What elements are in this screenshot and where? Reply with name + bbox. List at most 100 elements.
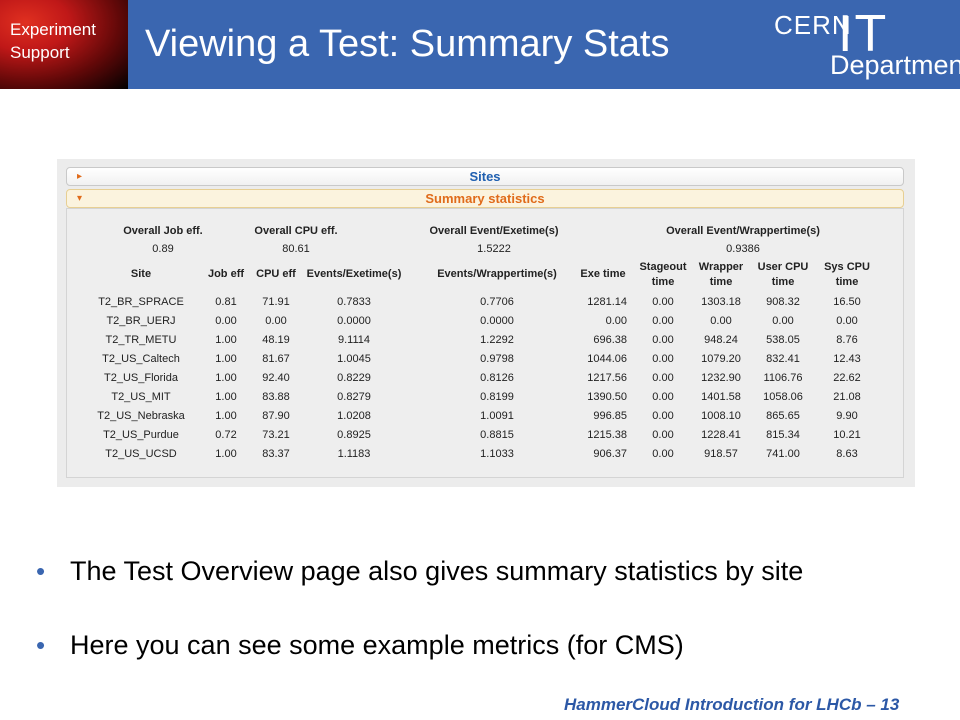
table-cell: 48.19 xyxy=(262,334,290,346)
bullet-marker: • xyxy=(36,630,46,660)
table-cell: 8.63 xyxy=(836,448,858,460)
site-name-cell: T2_TR_METU xyxy=(105,334,177,346)
table-cell: 0.00 xyxy=(652,448,674,460)
experiment-support-badge: Experiment Support xyxy=(0,0,128,89)
table-cell: 1.1183 xyxy=(337,448,371,460)
accordion-sites-label: Sites xyxy=(469,169,501,184)
table-cell: 71.91 xyxy=(262,296,290,308)
table-cell: 83.37 xyxy=(262,448,290,460)
table-cell: 1.00 xyxy=(215,391,237,403)
table-cell: 0.00 xyxy=(215,315,237,327)
table-cell: 0.00 xyxy=(652,296,674,308)
table-column-header: time xyxy=(709,276,733,288)
table-cell: 1.0045 xyxy=(337,353,371,365)
bullet-marker: • xyxy=(36,556,46,586)
table-cell: 1232.90 xyxy=(701,372,741,384)
table-cell: 0.8229 xyxy=(337,372,371,384)
summary-statistics-content: Overall Job eff. Overall CPU eff. Overall … xyxy=(66,208,904,478)
logo-department-text: Department xyxy=(830,50,960,80)
table-cell: 1008.10 xyxy=(701,410,741,422)
site-name-cell: T2_BR_UERJ xyxy=(106,315,176,327)
table-cell: 0.8199 xyxy=(480,391,514,403)
summary-stats-screenshot: ▸ Sites ▾ Summary statistics Overall Job… xyxy=(57,159,915,487)
table-cell: 1303.18 xyxy=(701,296,741,308)
site-name-cell: T2_US_UCSD xyxy=(105,448,177,460)
table-cell: 0.00 xyxy=(652,334,674,346)
table-cell: 0.81 xyxy=(215,296,237,308)
table-cell: 741.00 xyxy=(766,448,800,460)
slide-title: Viewing a Test: Summary Stats xyxy=(145,23,670,65)
table-cell: 1281.14 xyxy=(587,296,627,308)
table-cell: 21.08 xyxy=(833,391,861,403)
overall-value: 0.89 xyxy=(152,243,174,255)
table-cell: 1401.58 xyxy=(701,391,741,403)
table-cell: 0.00 xyxy=(652,391,674,403)
overall-value: 1.5222 xyxy=(477,243,511,255)
table-column-header: User CPU xyxy=(757,261,809,273)
table-cell: 0.00 xyxy=(605,315,627,327)
table-cell: 9.1114 xyxy=(337,334,370,346)
table-cell: 1228.41 xyxy=(701,429,741,441)
table-cell: 81.67 xyxy=(262,353,290,365)
table-column-header: Stageout xyxy=(639,261,687,273)
table-cell: 1.0091 xyxy=(480,410,514,422)
table-cell: 10.21 xyxy=(833,429,861,441)
table-cell: 1215.38 xyxy=(587,429,627,441)
collapsed-arrow-icon: ▸ xyxy=(77,171,83,182)
table-cell: 0.8126 xyxy=(480,372,514,384)
slide-header: Experiment Support Viewing a Test: Summa… xyxy=(0,0,960,89)
table-cell: 0.00 xyxy=(772,315,794,327)
table-column-header: Exe time xyxy=(580,268,626,280)
table-column-header: Site xyxy=(130,268,152,280)
accordion-summary-label: Summary statistics xyxy=(425,191,545,206)
table-cell: 1079.20 xyxy=(701,353,741,365)
table-column-header: time xyxy=(651,276,675,288)
table-cell: 9.90 xyxy=(836,410,858,422)
slide-footer: HammerCloud Introduction for LHCb – 13 xyxy=(564,695,900,714)
table-cell: 0.7706 xyxy=(480,296,514,308)
table-column-header: Wrapper xyxy=(698,261,744,273)
table-cell: 0.8815 xyxy=(480,429,514,441)
logo-it-text: IT xyxy=(838,5,889,63)
overall-header: Overall CPU eff. xyxy=(254,225,338,237)
table-cell: 8.76 xyxy=(836,334,858,346)
table-cell: 16.50 xyxy=(833,296,861,308)
table-cell: 1.0208 xyxy=(337,410,371,422)
table-cell: 12.43 xyxy=(833,353,861,365)
table-cell: 696.38 xyxy=(593,334,627,346)
table-cell: 0.9798 xyxy=(480,353,514,365)
table-cell: 1106.76 xyxy=(763,372,803,384)
site-name-cell: T2_US_Florida xyxy=(104,372,178,384)
overall-value: 0.9386 xyxy=(726,243,760,255)
table-cell: 0.7833 xyxy=(337,296,371,308)
table-cell: 0.00 xyxy=(652,429,674,441)
site-name-cell: T2_US_Nebraska xyxy=(97,410,185,422)
site-name-cell: T2_US_Purdue xyxy=(103,429,179,441)
table-cell: 1217.56 xyxy=(587,372,627,384)
table-column-header: time xyxy=(771,276,795,288)
table-cell: 87.90 xyxy=(262,410,290,422)
table-cell: 996.85 xyxy=(593,410,627,422)
overall-header: Overall Event/Wrappertime(s) xyxy=(666,225,820,237)
site-name-cell: T2_US_Caltech xyxy=(102,353,180,365)
table-column-header: Events/Wrappertime(s) xyxy=(437,268,557,280)
accordion-summary-statistics[interactable]: ▾ Summary statistics xyxy=(66,189,904,208)
site-name-cell: T2_US_MIT xyxy=(111,391,171,403)
table-cell: 0.00 xyxy=(652,315,674,327)
bullet-text: The Test Overview page also gives summar… xyxy=(70,556,804,586)
table-cell: 1.00 xyxy=(215,410,237,422)
table-cell: 0.00 xyxy=(710,315,732,327)
site-name-cell: T2_BR_SPRACE xyxy=(98,296,184,308)
table-cell: 832.41 xyxy=(766,353,800,365)
table-cell: 1.00 xyxy=(215,448,237,460)
table-column-header: Job eff xyxy=(207,268,245,280)
table-cell: 906.37 xyxy=(593,448,627,460)
table-cell: 92.40 xyxy=(262,372,290,384)
table-cell: 73.21 xyxy=(262,429,290,441)
table-cell: 1.00 xyxy=(215,372,237,384)
table-cell: 0.8279 xyxy=(337,391,371,403)
table-cell: 1058.06 xyxy=(763,391,803,403)
expanded-arrow-icon: ▾ xyxy=(77,193,83,204)
table-cell: 538.05 xyxy=(766,334,800,346)
accordion-sites[interactable]: ▸ Sites xyxy=(66,167,904,186)
